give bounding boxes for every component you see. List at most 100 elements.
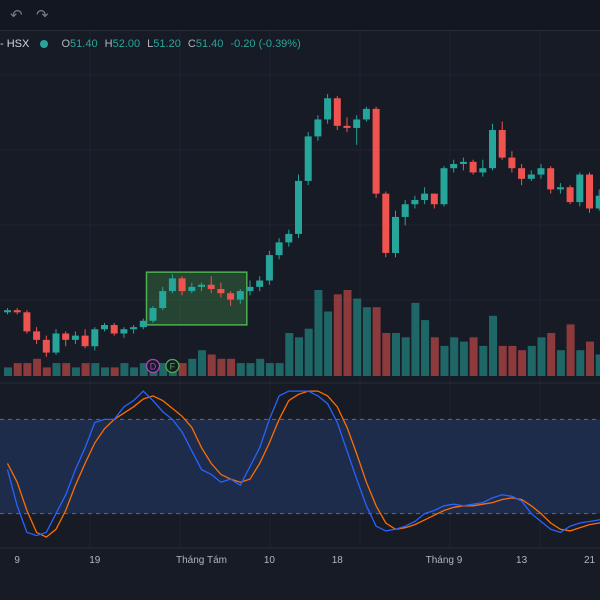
candle-body [566, 187, 574, 203]
candle-body [4, 310, 11, 313]
candle-body [188, 286, 196, 292]
candle-body [71, 335, 79, 340]
candle-body [362, 108, 370, 120]
candle-body [120, 329, 128, 334]
candle-body [178, 278, 186, 292]
volume-bar [52, 363, 61, 376]
candle-body [314, 119, 322, 137]
candle-body [450, 163, 458, 169]
volume-bar [91, 363, 100, 376]
low-value: 51.20 [153, 38, 181, 51]
volume-bar [469, 337, 478, 376]
candle-body [586, 174, 593, 209]
volume-bar [101, 367, 109, 376]
candle-body [139, 320, 147, 328]
volume-bar [372, 307, 381, 376]
volume-bar [110, 367, 119, 376]
volume-bar [227, 358, 236, 376]
volume-bar [120, 363, 129, 376]
high-label: H [104, 38, 113, 51]
candle-body [207, 284, 215, 289]
candle-body [23, 312, 31, 332]
high-value: 52.00 [112, 38, 141, 51]
event-marker [165, 358, 180, 374]
candle-body [159, 291, 167, 309]
candle-body [469, 161, 477, 173]
candle-body [110, 325, 118, 334]
candle-body [52, 333, 60, 353]
event-marker-letter: F [170, 362, 176, 372]
volume-bar [392, 333, 400, 376]
candle-body [489, 130, 496, 169]
volume-bar [13, 363, 22, 376]
event-marker-letter: D [150, 362, 157, 372]
candle-body [479, 168, 487, 173]
candle-body [304, 136, 312, 181]
volume-bar [362, 307, 371, 376]
candle-body [256, 280, 264, 287]
toolbar-divider [0, 30, 600, 31]
symbol-label[interactable]: - HSX [0, 38, 30, 51]
volume-bar [401, 337, 410, 376]
volume-bar [527, 345, 536, 376]
x-axis-tick-label: Tháng 9 [426, 555, 463, 566]
redo-arrow-icon[interactable]: ↷ [36, 7, 49, 24]
volume-bar [586, 341, 594, 376]
candle-body [246, 286, 254, 292]
volume-bar [285, 333, 294, 376]
volume-bar [33, 358, 42, 376]
open-value: 51.40 [70, 38, 98, 51]
x-axis-tick-label: 10 [264, 555, 276, 566]
volume-bar [4, 367, 12, 376]
open-label: O [61, 38, 71, 51]
candle-body [411, 199, 419, 205]
x-axis-tick-label: Tháng Tám [176, 555, 227, 566]
ohlc-legend: - HSX O51.40 H52.00 L51.20 C51.40 -0.20 … [0, 38, 301, 54]
candle-body [392, 216, 399, 253]
volume-bar [130, 367, 139, 376]
status-dot-icon [40, 40, 49, 49]
candle-body [101, 325, 108, 330]
candle-body [285, 233, 293, 243]
volume-bar [547, 333, 556, 376]
candle-body [130, 327, 138, 330]
volume-bar [489, 315, 497, 376]
top-toolbar: ↶ ↷ [0, 0, 600, 31]
volume-bar [333, 294, 342, 376]
volume-bar [207, 354, 216, 376]
volume-bar [217, 358, 226, 376]
candle-body [324, 98, 332, 120]
candle-body [33, 331, 41, 340]
candle-body [198, 284, 205, 287]
volume-bar [324, 311, 333, 376]
candle-body [275, 242, 283, 256]
volume-bar [537, 337, 546, 376]
candle-body [421, 193, 429, 200]
candle-body [372, 108, 380, 194]
volume-bar [479, 345, 488, 376]
volume-bar [411, 302, 420, 376]
candle-body [440, 168, 448, 205]
candle-body [227, 293, 235, 300]
close-label: C [187, 38, 196, 51]
volume-bar [139, 363, 148, 376]
undo-arrow-icon[interactable]: ↶ [10, 7, 23, 24]
low-label: L [147, 38, 154, 51]
candle-body [149, 308, 157, 321]
volume-bar [62, 363, 71, 376]
candle-body [333, 98, 341, 126]
candle-body [81, 335, 89, 347]
volume-bar [275, 363, 284, 376]
volume-bar [178, 363, 187, 376]
candle-body [556, 187, 564, 190]
candle-body [265, 255, 273, 281]
close-value: 51.40 [195, 38, 224, 51]
candle-body [62, 333, 70, 340]
candle-body [91, 329, 99, 347]
candle-body [508, 157, 516, 169]
volume-bar [256, 358, 265, 376]
volume-bar [198, 350, 206, 376]
volume-bar [421, 320, 430, 376]
volume-bar [295, 337, 303, 376]
